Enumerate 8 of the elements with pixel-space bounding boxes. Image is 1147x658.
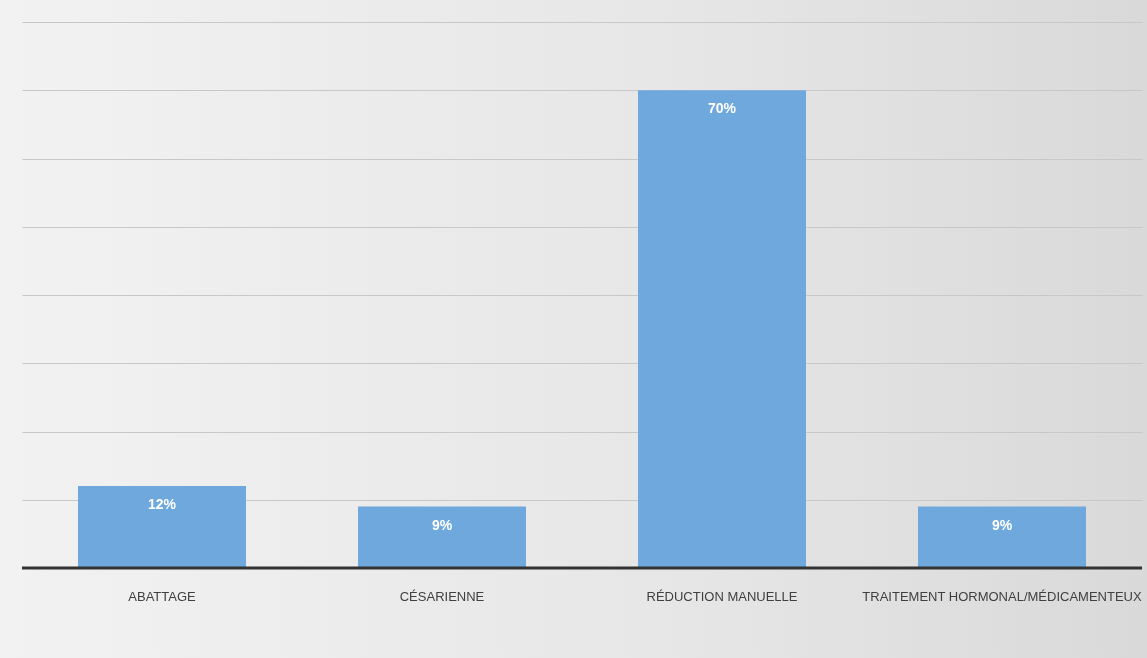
data-label: 12% <box>147 496 177 513</box>
x-tick-label: CÉSARIENNE <box>399 588 485 604</box>
data-label: 70% <box>707 100 737 117</box>
x-tick-label: ABATTAGE <box>128 588 197 604</box>
x-tick-label: RÉDUCTION MANUELLE <box>646 588 798 604</box>
data-label: 9% <box>431 516 453 533</box>
x-tick-label: TRAITEMENT HORMONAL/MÉDICAMENTEUX <box>862 588 1142 604</box>
data-label: 9% <box>991 516 1013 533</box>
